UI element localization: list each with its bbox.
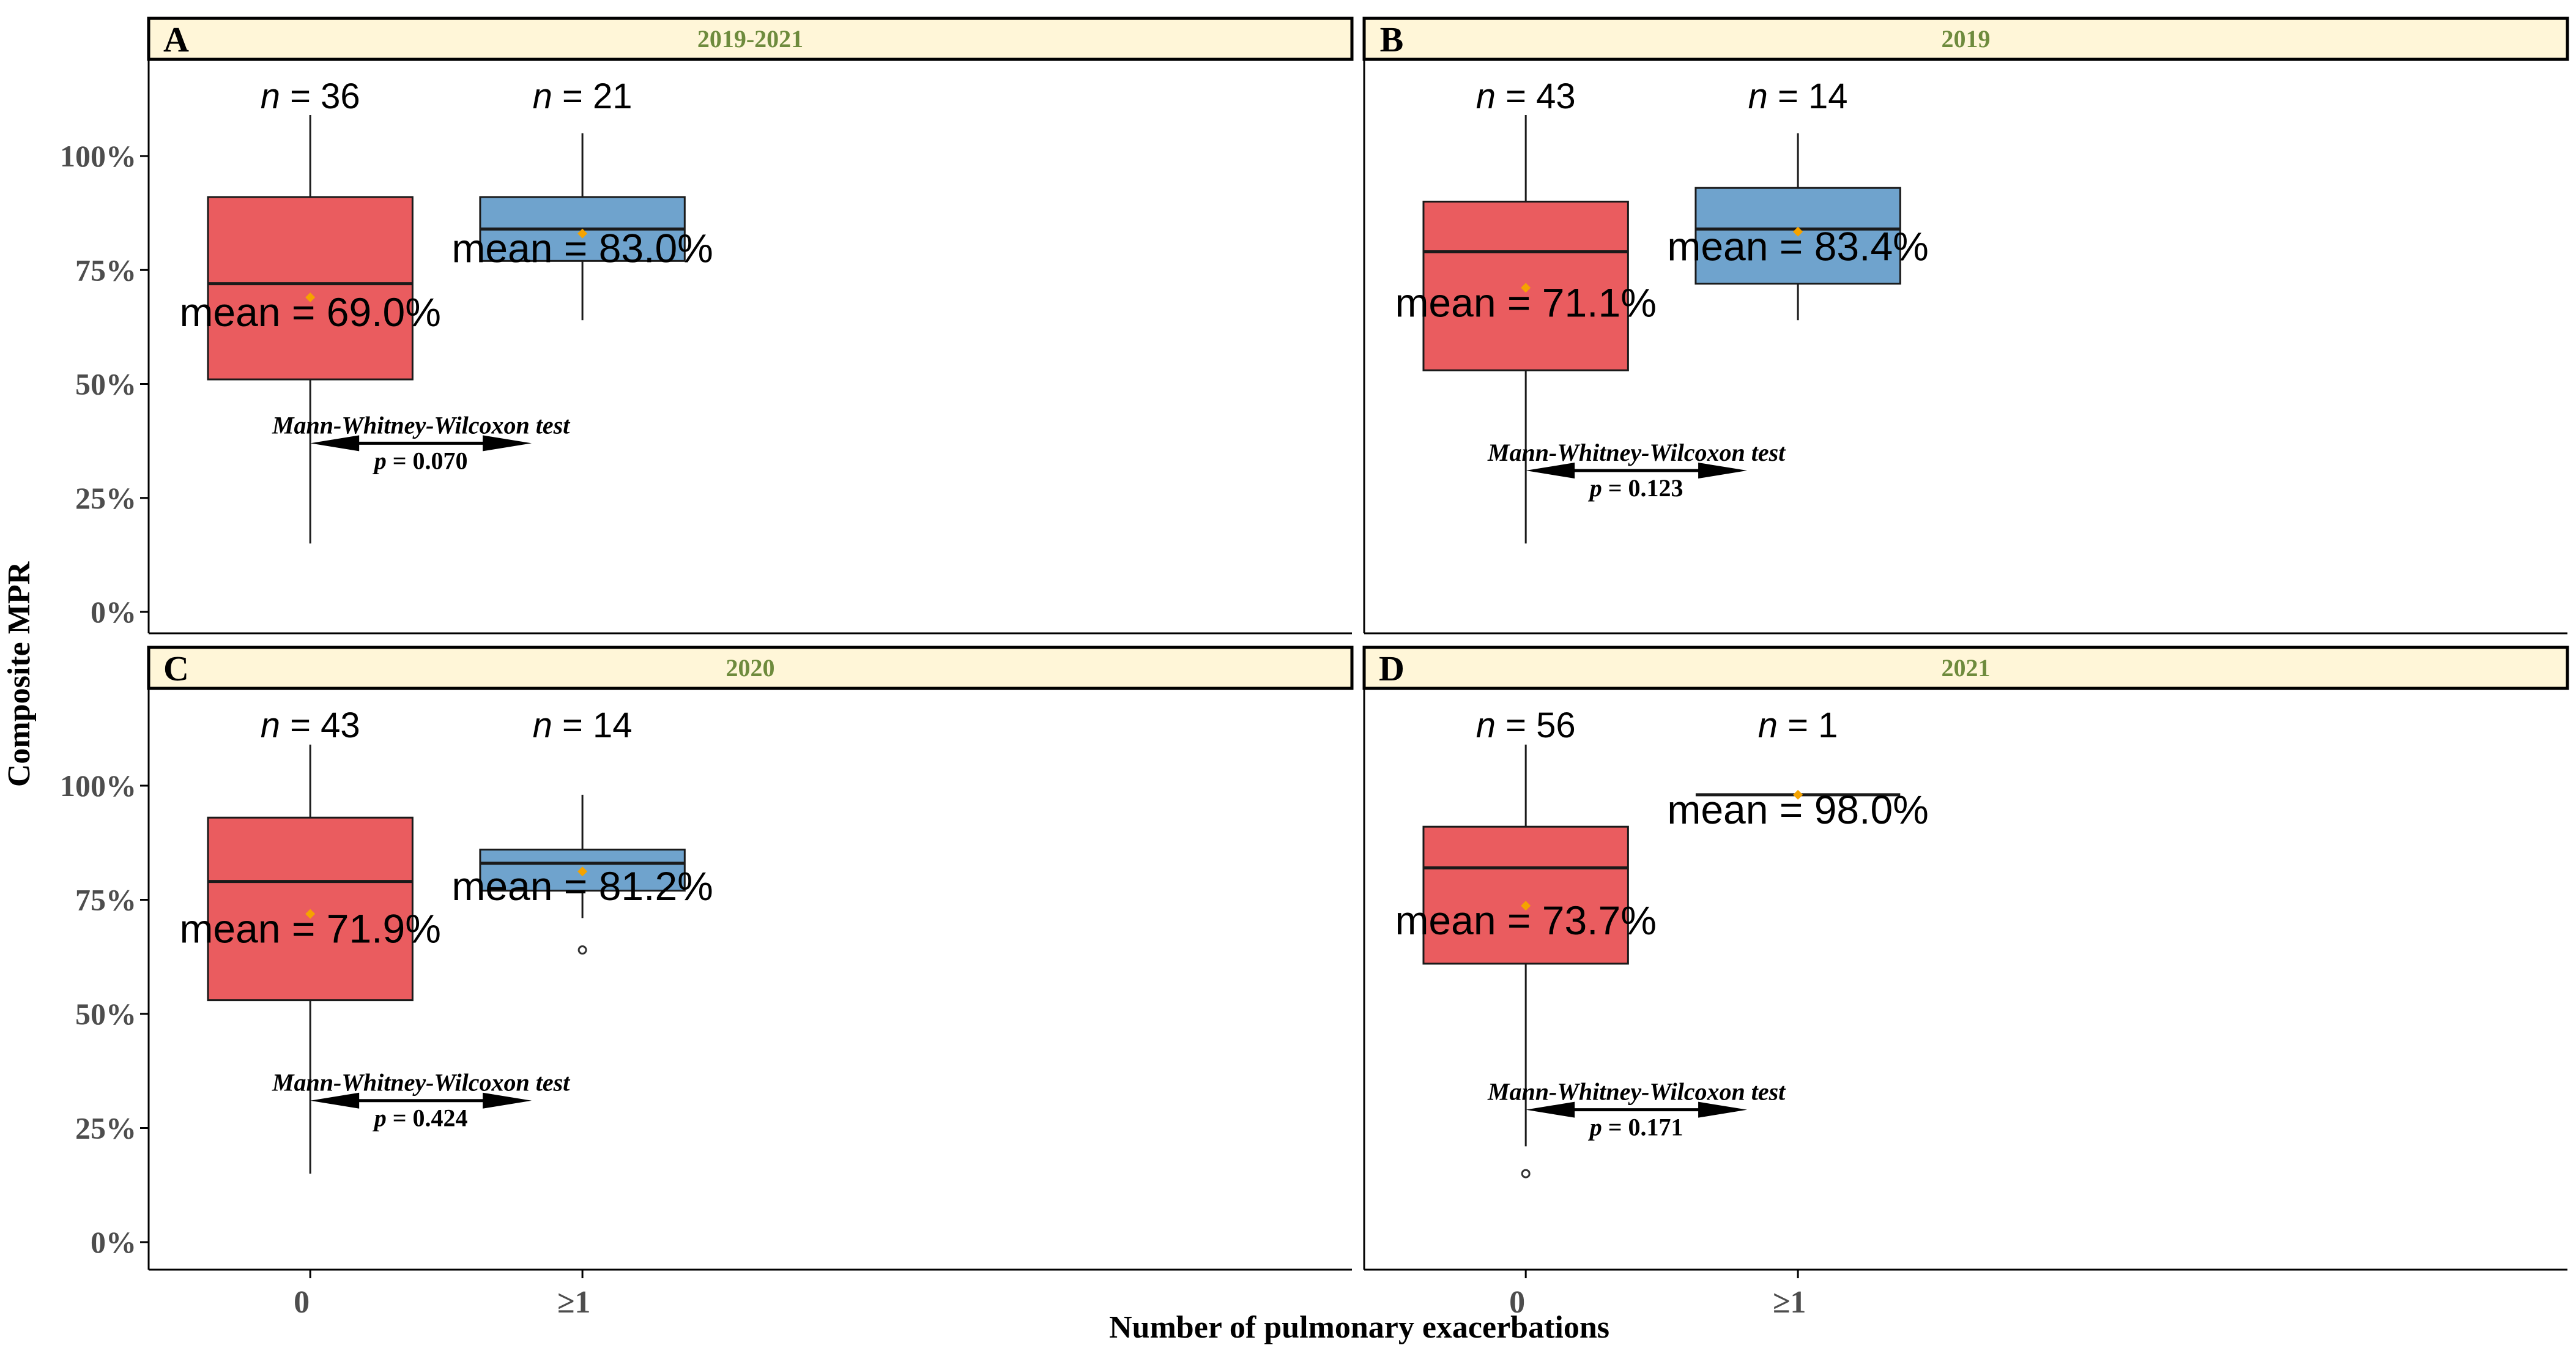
test-arrowhead-left [310, 1092, 360, 1109]
test-arrowhead-left [1526, 463, 1575, 479]
test-name: Mann-Whitney-Wilcoxon test [272, 411, 571, 439]
panel-strip [147, 17, 1354, 61]
mean-label: mean = 73.7% [1395, 898, 1656, 943]
n-label: n = 43 [1476, 76, 1576, 116]
y-axis-title: Composite MPR [2, 560, 37, 787]
mean-marker [1521, 901, 1531, 911]
n-label: n = 43 [261, 706, 360, 745]
test-arrowhead-right [1698, 1101, 1748, 1118]
y-tick-label: 75% [75, 883, 136, 917]
test-arrowhead-left [1526, 1101, 1575, 1118]
box-iqr [1422, 825, 1629, 965]
box-iqr [207, 196, 414, 381]
x-tick-label: 0 [294, 1285, 310, 1320]
test-p-value: p = 0.123 [1588, 474, 1683, 502]
test-arrowhead-right [1698, 463, 1748, 479]
n-label: n = 56 [1476, 706, 1576, 745]
y-tick-label: 0% [91, 595, 136, 629]
panel-subtitle: 2019-2021 [697, 25, 803, 53]
panel-strip [1362, 17, 2569, 61]
x-axis-title: Number of pulmonary exacerbations [1109, 1310, 1609, 1345]
y-tick-label: 100% [60, 139, 136, 173]
y-tick-label: 25% [75, 1111, 136, 1145]
test-p-value: p = 0.070 [373, 447, 468, 474]
y-tick-label: 50% [75, 997, 136, 1031]
panel-strip [1362, 646, 2569, 690]
panel-d: D 2021 0 ≥1 mean = 73.7% n = 56 mean = 98.0% n … [1362, 646, 2569, 1320]
mean-label: mean = 71.9% [179, 906, 440, 951]
mean-marker [305, 292, 316, 302]
n-label: n = 14 [1748, 76, 1848, 116]
panel-letter: D [1379, 649, 1405, 688]
mean-label: mean = 81.2% [451, 863, 713, 909]
mean-label: mean = 71.1% [1395, 280, 1656, 325]
x-tick-label: ≥1 [1773, 1285, 1806, 1320]
test-arrowhead-right [483, 435, 532, 452]
panel-letter: C [163, 649, 189, 688]
y-tick-label: 50% [75, 367, 136, 401]
outlier-point [577, 945, 587, 955]
mean-label: mean = 83.0% [451, 226, 713, 271]
y-tick-label: 0% [91, 1225, 136, 1259]
mean-marker [1793, 789, 1803, 800]
mean-label: mean = 98.0% [1667, 787, 1928, 832]
test-name: Mann-Whitney-Wilcoxon test [272, 1069, 571, 1097]
panel-c: C 2020 0% 25% 50% 75% 100% 0 ≥1 mean = 71.9% n = 4… [60, 646, 1354, 1320]
panel-subtitle: 2019 [1942, 25, 1991, 53]
panel-a: A 2019-2021 0% 25% 50% 75% 100% mean = 69.0% n =… [60, 17, 1354, 635]
mean-marker [577, 866, 588, 877]
x-tick-label: 0 [1509, 1285, 1525, 1320]
panel-letter: B [1380, 20, 1404, 59]
test-name: Mann-Whitney-Wilcoxon test [1487, 1078, 1786, 1106]
mean-marker [1521, 283, 1531, 293]
y-tick-label: 100% [60, 769, 136, 803]
panel-subtitle: 2020 [726, 654, 775, 682]
panel-b: B 2019 mean = 71.1% n = 43 mean = 83.4% n = 1… [1362, 17, 2569, 635]
n-label: n = 36 [261, 76, 360, 116]
outlier-point [1521, 1169, 1531, 1178]
test-p-value: p = 0.424 [373, 1104, 468, 1132]
x-tick-label: ≥1 [557, 1285, 591, 1320]
test-arrowhead-left [310, 435, 360, 452]
y-tick-label: 75% [75, 253, 136, 287]
mean-label: mean = 69.0% [179, 289, 440, 335]
mean-label: mean = 83.4% [1667, 224, 1928, 269]
n-label: n = 14 [533, 706, 633, 745]
mean-marker [1793, 226, 1803, 237]
n-label: n = 1 [1758, 706, 1838, 745]
panel-strip [147, 646, 1354, 690]
box-iqr [207, 816, 414, 1002]
mean-marker [577, 228, 588, 239]
test-p-value: p = 0.171 [1588, 1114, 1683, 1141]
panel-letter: A [163, 20, 189, 59]
n-label: n = 21 [533, 76, 633, 116]
panel-subtitle: 2021 [1942, 654, 1991, 682]
test-arrowhead-right [483, 1092, 532, 1109]
y-tick-label: 25% [75, 481, 136, 515]
test-name: Mann-Whitney-Wilcoxon test [1487, 439, 1786, 466]
mean-marker [305, 909, 316, 919]
